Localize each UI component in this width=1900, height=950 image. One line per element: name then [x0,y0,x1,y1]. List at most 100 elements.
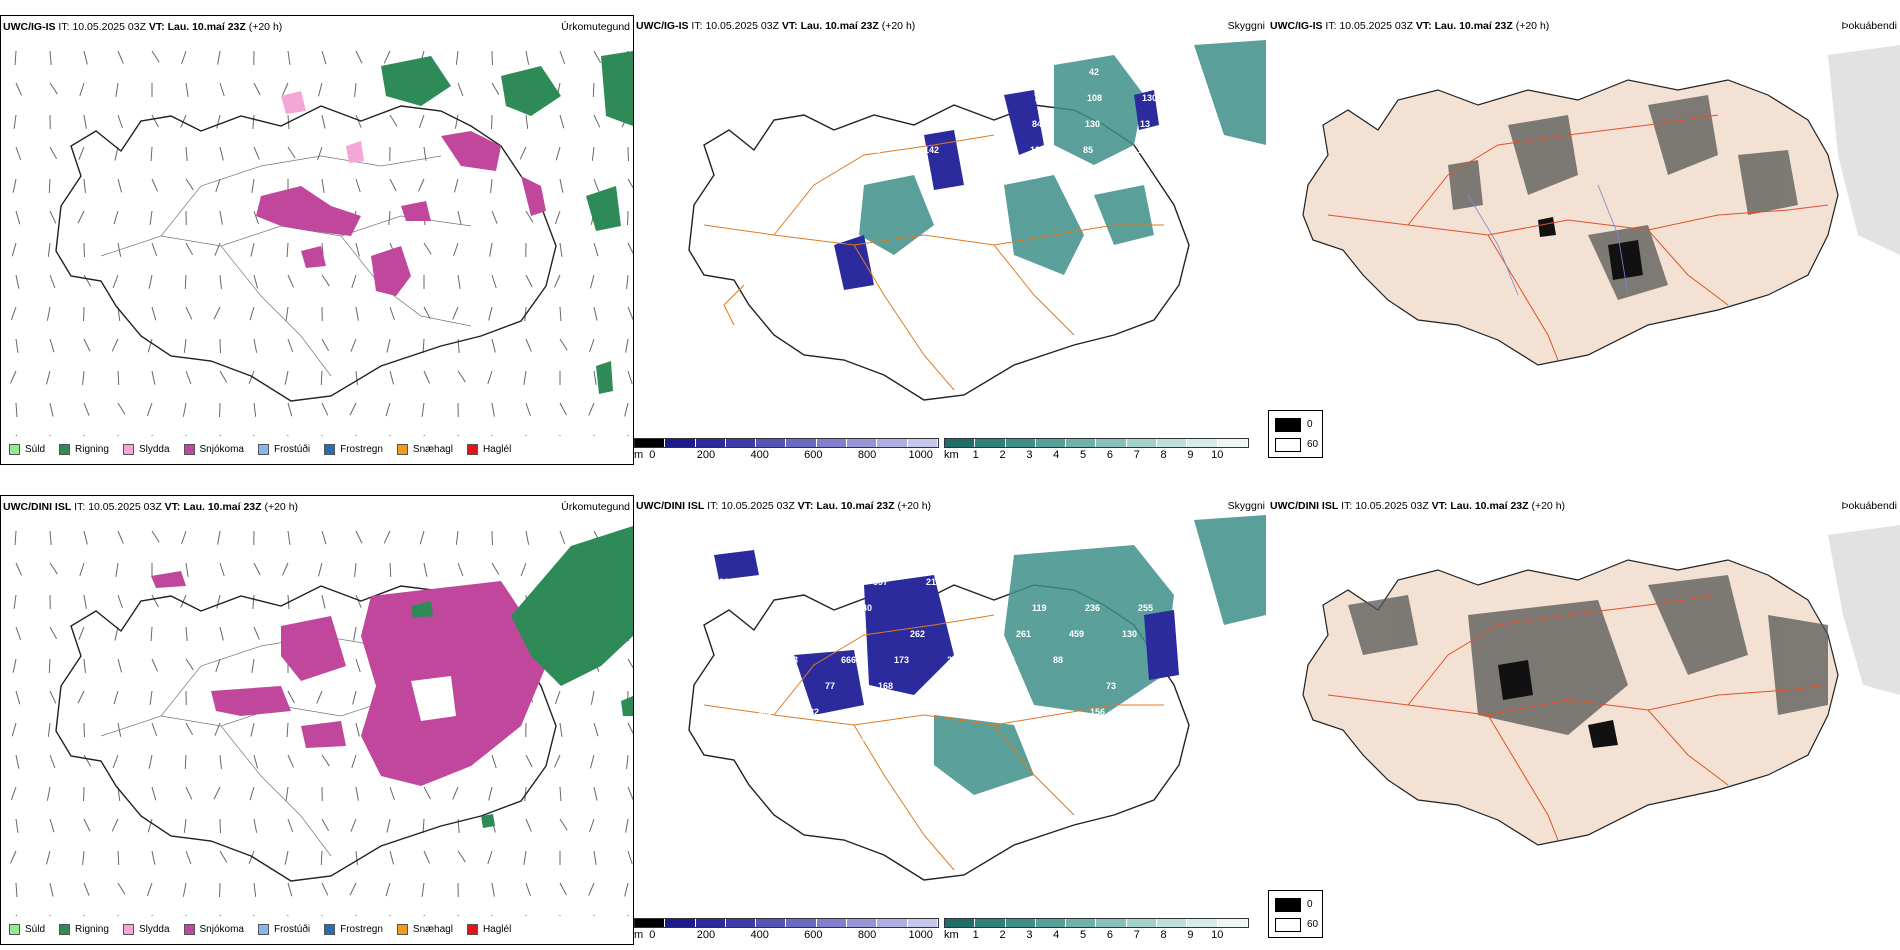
wind-barb [78,626,85,640]
wind-barb [626,754,629,769]
wind-barb [389,786,395,801]
cloudbase-value-label: 240 [857,603,872,613]
cloudbase-value-label: 64 [862,733,872,743]
cloudbase-value-labels: 227 234 290 107 419 42 130 106 74 109 77 108 13 136 12… [824,67,1157,181]
wind-barb [45,370,51,385]
wind-barb [15,626,22,641]
cloudbase-value-label: 85 [1083,145,1093,155]
wind-barb [321,274,330,287]
legend-label: Frostúði [273,924,311,935]
wind-barb [491,82,500,95]
colorbar-segment [1126,919,1158,927]
wind-barb [113,210,119,225]
wind-barb [559,818,568,831]
colorbar-segment [786,919,817,927]
wind-barb [46,306,51,321]
wind-barb [287,818,294,833]
wind-barb [83,658,86,673]
wind-barb [185,626,188,641]
cloudbase-value-label: 212 [926,577,941,587]
wind-barb [146,402,153,417]
wind-barb [559,402,567,416]
wind-barb [627,434,629,436]
wind-barb [351,274,357,289]
wind-barb [286,242,289,257]
wind-barb [252,114,255,129]
cloudbase-value-label: 77 [825,681,835,691]
roads [703,134,1164,391]
wind-barb [49,210,57,224]
colorbar-segment [816,919,848,927]
wind-barb [78,146,85,160]
wind-barb [423,562,428,577]
colorbar-tick-label: 400 [750,929,769,941]
panel-type-label: Skyggni [1227,500,1265,512]
wind-barb [151,50,160,63]
panel-type-label: Skyggni [1227,20,1265,32]
wind-barb [559,882,567,896]
cloudbase-value-label: 459 [1069,629,1084,639]
wind-barb [525,338,532,352]
cloudbase-value-label: 51 [735,629,745,639]
cloudbase-value-label: 22 [979,577,989,587]
snow-areas [256,131,546,296]
fog-shading [1448,95,1798,300]
wind-barb [559,338,568,351]
wind-barb [491,754,497,769]
colorbar-segment [1157,439,1188,447]
colorbar-tick-label: 0 [649,929,656,941]
wind-barb [285,786,289,801]
wind-barb [525,274,533,288]
wind-barb [250,242,255,257]
wind-barb [49,530,52,545]
wind-barb [185,434,187,436]
wind-barb [216,114,221,129]
wind-barb [15,210,21,225]
cloudbase-value-label: 74 [977,145,987,155]
cloudbase-value-label: 227 [824,67,839,77]
colorbar-segment [1217,439,1248,447]
legend-label: Haglél [482,924,512,935]
legend-item: Haglél [466,924,512,935]
cloudbase-value-label: 255 [1138,603,1153,613]
wind-barb [457,914,460,916]
colorbar-tick-label: 4 [1053,449,1060,461]
fog-legend-label: 0 [1307,899,1313,910]
wind-barb [593,722,599,737]
legend-swatch [122,924,134,935]
colorbar-tick-label: 9 [1187,449,1194,461]
wind-barb [83,114,87,129]
colorbar-segment [756,439,787,447]
wind-barb [423,434,425,436]
wind-barb [49,434,51,436]
snow-areas [151,571,546,786]
wind-barb [253,882,257,897]
colorbar-tick-label: 600 [804,929,823,941]
wind-barb [284,370,289,385]
wind-barb [593,370,597,385]
colorbar-unit: km [944,449,959,461]
wind-barb [151,850,156,865]
wind-barb [554,274,561,288]
wind-barb [386,818,391,833]
wind-barb [593,50,602,63]
fog-dense [1498,660,1618,748]
wind-barb [83,882,90,896]
wind-barb [559,786,562,801]
wind-barb [452,786,459,800]
roads [1327,114,1829,361]
cloud-base-colorbar: m 0 200 400 600 800 1000 [634,918,939,942]
wind-barb [253,210,259,225]
colorbar-segment [665,919,696,927]
wind-barb [383,50,391,64]
wind-barb [352,690,357,705]
cloudbase-value-label: 234 [877,67,892,77]
panel-type-label: Þokuábendi [1841,500,1897,512]
wind-barb [423,306,431,320]
wind-barb [185,722,194,735]
wind-barb [625,338,629,353]
legend-swatch [466,444,478,455]
legend-label: Snæhagl [412,924,453,935]
wind-barb [321,402,329,416]
legend-swatch [257,444,269,455]
